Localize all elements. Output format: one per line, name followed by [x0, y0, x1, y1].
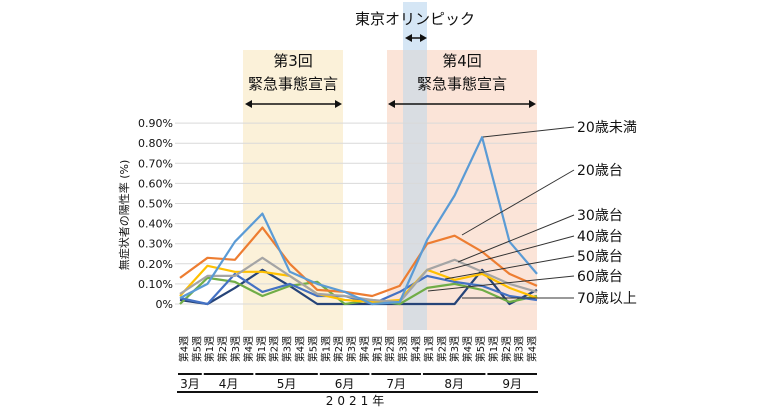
emergency3-band	[243, 50, 343, 330]
olympics-arrow-head-right	[420, 34, 427, 42]
x-tick-label: 第1週	[371, 336, 384, 362]
series-labels: 20歳未満 20歳台 30歳台 40歳台 50歳台 60歳台 70歳以上	[427, 120, 637, 307]
x-tick-label: 第4週	[242, 336, 255, 362]
olympics-arrow-head-left	[405, 34, 412, 42]
olympics-band	[403, 2, 427, 50]
x-tick-label: 第3週	[513, 336, 526, 362]
month-label: 4月	[219, 377, 239, 391]
emergency4-arrow-head-left	[388, 100, 395, 108]
x-tick-label: 第1週	[319, 336, 332, 362]
y-tick-label: 0%	[156, 298, 173, 311]
x-tick-label: 第4週	[410, 336, 423, 362]
series-label: 60歳台	[577, 269, 623, 285]
x-tick-label: 第5週	[474, 336, 487, 362]
x-tick-label: 第2週	[435, 336, 448, 362]
y-tick-label: 0.10%	[138, 278, 173, 291]
leader-line	[457, 214, 575, 263]
leader-line	[461, 169, 575, 236]
emergency3-arrow-head-right	[335, 100, 342, 108]
x-tick-label: 第1週	[203, 336, 216, 362]
emergency3-arrow	[245, 100, 342, 108]
series-label: 40歳台	[577, 229, 623, 245]
series-label: 70歳以上	[577, 291, 637, 307]
month-label: 9月	[502, 377, 522, 391]
y-tick-label: 0.50%	[138, 198, 173, 211]
leader-line	[439, 235, 575, 273]
emergency4-label-2: 緊急事態宣言	[417, 75, 507, 93]
y-tick-label: 0.70%	[138, 157, 173, 170]
emergency4-arrow-head-right	[529, 100, 536, 108]
series-line-20歳未満	[179, 136, 538, 306]
y-tick-label: 0.20%	[138, 258, 173, 271]
emergency4-arrow	[388, 100, 536, 108]
series-label: 20歳台	[577, 163, 623, 179]
month-label: 8月	[444, 377, 464, 391]
x-tick-label: 第3週	[229, 336, 242, 362]
period-bands	[243, 2, 537, 330]
x-tick-label: 第1週	[422, 336, 435, 362]
series-label: 50歳台	[577, 249, 623, 265]
emergency4-label-1: 第4回	[442, 52, 482, 70]
emergency3-arrow-head-left	[245, 100, 252, 108]
series-lines	[179, 136, 538, 306]
x-tick-label: 第1週	[255, 336, 268, 362]
series-label: 30歳台	[577, 208, 623, 224]
series-label: 20歳未満	[577, 120, 637, 136]
annotations: 東京オリンピック 第3回 緊急事態宣言 第4回 緊急事態宣言	[245, 10, 536, 108]
emergency3-label-1: 第3回	[273, 52, 313, 70]
x-tick-label: 第4週	[526, 336, 539, 362]
x-tick-label: 第3週	[448, 336, 461, 362]
x-tick-label: 第2週	[384, 336, 397, 362]
olympics-label: 東京オリンピック	[355, 10, 475, 28]
y-tick-label: 0.30%	[138, 238, 173, 251]
x-tick-label: 第3週	[345, 336, 358, 362]
y-tick-label: 0.60%	[138, 177, 173, 190]
month-label: 7月	[386, 377, 406, 391]
x-axis: 第4週 第5週 第1週 第2週 第3週 第4週 第1週 第2週 第3週 第4週 第5週 第1週 第2週第…	[177, 336, 539, 393]
x-tick-label: 第5週	[306, 336, 319, 362]
month-label: 5月	[277, 377, 297, 391]
x-tick-label: 第1週	[487, 336, 500, 362]
x-tick-label: 第2週	[500, 336, 513, 362]
y-tick-label: 0.90%	[138, 117, 173, 130]
y-tick-label: 0.40%	[138, 218, 173, 231]
series-line-20歳台	[179, 226, 538, 298]
leader-line	[482, 126, 575, 138]
x-tick-label: 第3週	[281, 336, 294, 362]
emergency3-label-2: 緊急事態宣言	[248, 75, 338, 93]
month-label: 6月	[335, 377, 355, 391]
x-tick-label: 第3週	[397, 336, 410, 362]
x-tick-label: 第4週	[461, 336, 474, 362]
leader-line	[444, 255, 575, 280]
y-tick-label: 0.80%	[138, 137, 173, 150]
y-axis-label: 無症状者の陽性率 (%)	[117, 160, 131, 271]
x-tick-label: 第4週	[177, 336, 190, 362]
x-tick-label: 第4週	[293, 336, 306, 362]
y-ticks: 0% 0.10% 0.20% 0.30% 0.40% 0.50% 0.60% 0.70% 0.8…	[138, 117, 173, 311]
x-tick-label: 第2週	[216, 336, 229, 362]
x-tick-label: 第2週	[268, 336, 281, 362]
month-label: 3月	[180, 377, 200, 391]
x-tick-label: 第5週	[190, 336, 203, 362]
year-label: 2021年	[326, 394, 389, 408]
olympics-arrow	[405, 34, 427, 42]
x-tick-label: 第2週	[332, 336, 345, 362]
x-tick-label: 第4週	[358, 336, 371, 362]
leader-line	[427, 275, 575, 292]
